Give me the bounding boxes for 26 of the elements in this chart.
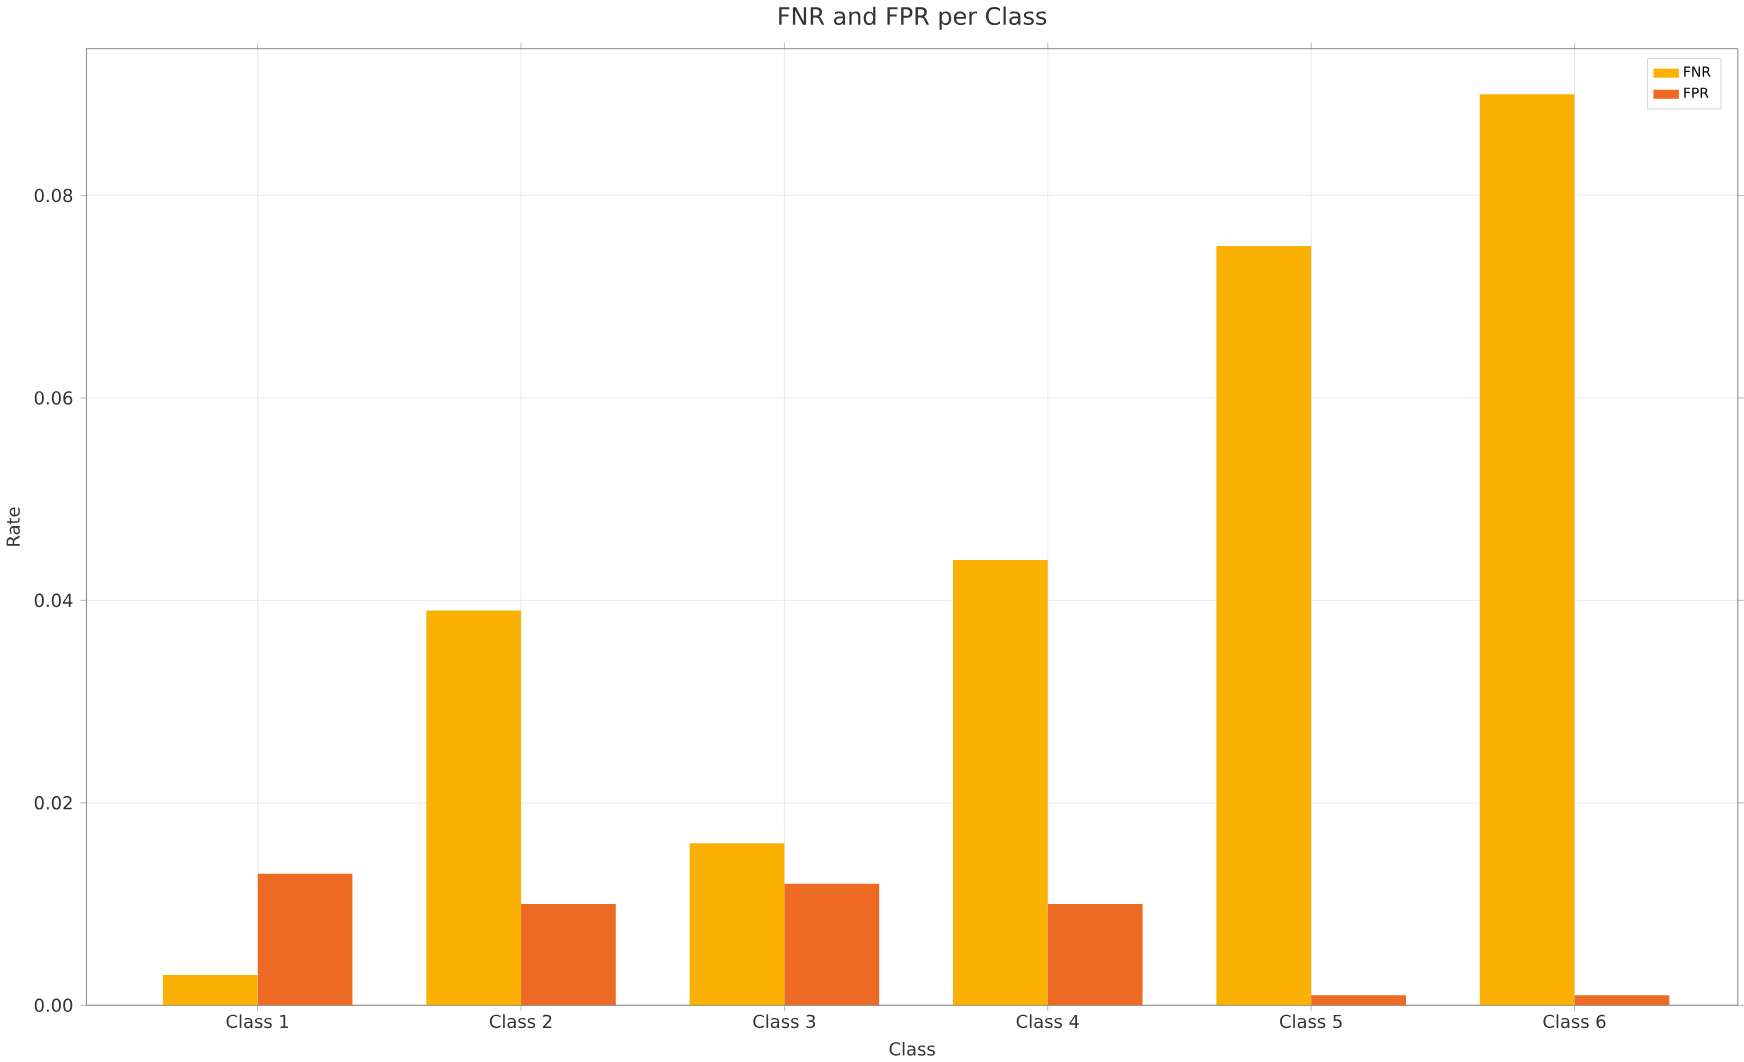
x-tick-label: Class 4 (1016, 1014, 1079, 1029)
bar (1216, 245, 1312, 1006)
bar (257, 873, 353, 1006)
x-tick-label: Class 5 (1280, 1014, 1342, 1029)
bar (689, 843, 785, 1006)
y-tick-label: 0.02 (34, 795, 72, 810)
bar (1047, 903, 1143, 1006)
y-tick-label: 0.08 (34, 188, 73, 203)
bar (784, 883, 880, 1006)
x-tick-label: Class 2 (489, 1014, 552, 1029)
x-tick-label: Class 1 (226, 1014, 289, 1029)
bar (162, 974, 258, 1006)
bar (1479, 94, 1575, 1006)
y-axis-title: Rate (6, 507, 20, 546)
bar (521, 903, 616, 1006)
y-tick-label: 0.06 (34, 390, 73, 405)
y-tick-label: 0.04 (34, 593, 73, 607)
bar (1574, 995, 1670, 1006)
x-tick-label: Class 6 (1543, 1014, 1606, 1029)
x-axis-title: Class (889, 1041, 935, 1056)
chart-title: FNR and FPR per Class (779, 6, 1047, 30)
x-tick-label: Class 3 (753, 1014, 816, 1029)
y-tick-label: 0.00 (34, 998, 73, 1012)
bar (1311, 995, 1406, 1006)
bar (426, 610, 521, 1006)
bar (953, 559, 1048, 1006)
